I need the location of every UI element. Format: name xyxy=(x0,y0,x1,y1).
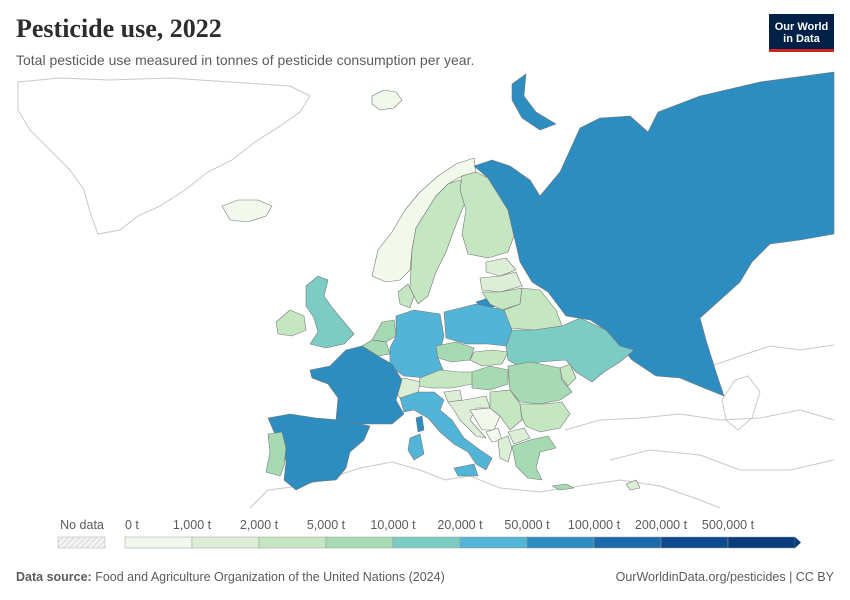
legend-bin-label: 200,000 t xyxy=(635,518,688,532)
region-ireland[interactable] xyxy=(275,309,307,337)
region-slovenia[interactable] xyxy=(443,389,463,403)
owid-logo[interactable]: Our World in Data xyxy=(769,14,834,52)
logo-line-1: Our World xyxy=(774,21,829,33)
region-sardinia[interactable] xyxy=(407,433,425,461)
region-poland[interactable] xyxy=(443,303,513,347)
region-russia-novaya[interactable] xyxy=(511,73,557,131)
source-label: Data source: xyxy=(16,570,92,584)
region-slovakia[interactable] xyxy=(469,349,509,367)
legend-bin-label: 10,000 t xyxy=(370,518,416,532)
region-denmark[interactable] xyxy=(397,283,415,309)
legend-bin-swatch[interactable] xyxy=(660,536,729,549)
legend-bin-label: 2,000 t xyxy=(240,518,279,532)
middle-east-outline xyxy=(564,344,835,471)
legend-bin-label: 50,000 t xyxy=(504,518,550,532)
region-france[interactable] xyxy=(309,345,405,425)
region-cyprus[interactable] xyxy=(625,479,641,491)
legend-no-data-swatch xyxy=(57,536,106,549)
legend-bin-swatch[interactable] xyxy=(392,536,461,549)
region-crete[interactable] xyxy=(551,483,575,491)
caspian-outline xyxy=(721,375,761,431)
region-corsica[interactable] xyxy=(415,415,425,433)
region-united-kingdom[interactable] xyxy=(305,275,355,349)
legend-bin-swatch[interactable] xyxy=(124,536,193,549)
region-latvia[interactable] xyxy=(479,271,523,293)
legend-bin-label: 1,000 t xyxy=(173,518,212,532)
footer-link[interactable]: OurWorldinData.org/pesticides | CC BY xyxy=(615,570,834,584)
source-text[interactable]: Food and Agriculture Organization of the… xyxy=(95,570,445,584)
legend: No data 0 t 1,000 t 2,000 t 5,000 t 10,000 t… xyxy=(57,518,801,549)
region-bosnia[interactable] xyxy=(469,407,501,431)
region-svalbard[interactable] xyxy=(371,89,403,111)
legend-bin-label: 500,000 t xyxy=(702,518,755,532)
region-hungary[interactable] xyxy=(471,365,509,391)
region-serbia[interactable] xyxy=(489,389,523,431)
legend-bin-swatch[interactable] xyxy=(727,536,796,549)
region-sicily[interactable] xyxy=(453,463,479,477)
legend-bin-swatch[interactable] xyxy=(593,536,662,549)
region-germany[interactable] xyxy=(389,309,445,379)
legend-bin-swatch[interactable] xyxy=(191,536,260,549)
legend-bin-swatch[interactable] xyxy=(459,536,528,549)
logo-line-2: in Data xyxy=(783,33,820,45)
region-albania[interactable] xyxy=(497,435,513,463)
legend-bin-label: 5,000 t xyxy=(307,518,346,532)
region-russia[interactable] xyxy=(473,71,835,397)
greenland-outline xyxy=(17,77,311,235)
europe-map[interactable] xyxy=(0,68,850,508)
chart-subtitle: Total pesticide use measured in tonnes o… xyxy=(16,52,475,68)
region-iceland[interactable] xyxy=(221,199,273,223)
region-belarus[interactable] xyxy=(503,287,563,331)
region-croatia[interactable] xyxy=(447,395,491,439)
region-greece[interactable] xyxy=(511,435,557,481)
legend-bin-label: 100,000 t xyxy=(568,518,621,532)
legend-bin-label: 20,000 t xyxy=(437,518,483,532)
legend-bins: 0 t 1,000 t 2,000 t 5,000 t 10,000 t 20,000 t… xyxy=(124,518,801,549)
footer-source: Data source: Food and Agriculture Organi… xyxy=(16,570,445,584)
chart-title: Pesticide use, 2022 xyxy=(16,14,222,43)
legend-arrow-icon xyxy=(795,537,801,548)
region-portugal[interactable] xyxy=(265,431,287,477)
legend-bin-label: 0 t xyxy=(125,518,139,532)
region-north-macedonia[interactable] xyxy=(507,427,531,445)
region-romania[interactable] xyxy=(507,361,573,405)
region-bulgaria[interactable] xyxy=(519,401,571,433)
region-estonia[interactable] xyxy=(485,257,517,277)
region-sweden[interactable] xyxy=(409,179,469,305)
legend-no-data-label: No data xyxy=(60,518,104,532)
region-czechia[interactable] xyxy=(435,341,475,363)
legend-bin-swatch[interactable] xyxy=(526,536,595,549)
region-italy[interactable] xyxy=(399,391,493,471)
legend-bin-swatch[interactable] xyxy=(258,536,327,549)
legend-bin-swatch[interactable] xyxy=(325,536,394,549)
region-netherlands[interactable] xyxy=(371,319,397,343)
